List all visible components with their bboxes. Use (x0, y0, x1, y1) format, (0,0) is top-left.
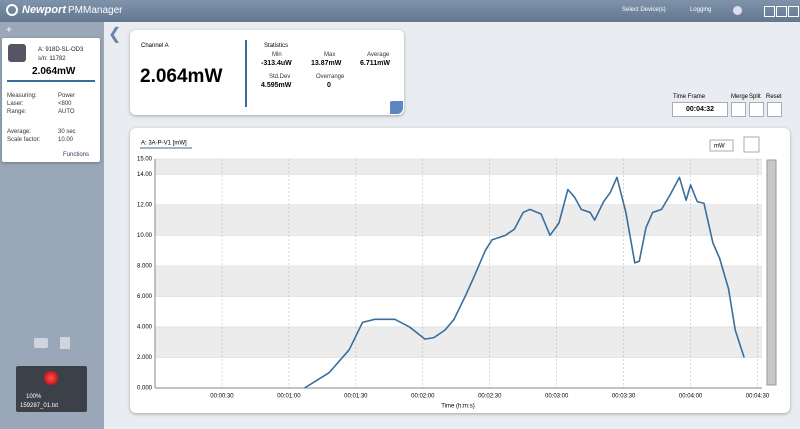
plot-band (155, 265, 762, 297)
settings-button[interactable] (733, 6, 742, 15)
device-reading: 2.064mW (32, 66, 76, 77)
stat-value: 6.711mW (360, 60, 390, 67)
x-tick-label: 00:03:30 (612, 394, 636, 400)
y-tick-label: 8.000 (137, 263, 153, 269)
setting-value: 30 sec (58, 129, 76, 135)
x-tick-label: 00:00:30 (210, 394, 234, 400)
y-tick-label: 0.000 (137, 386, 153, 392)
series-tab[interactable]: A: 3A-P-V1 [mW] (141, 141, 187, 147)
setting-value[interactable]: <800 (58, 101, 72, 107)
y-tick-label: 14.00 (137, 172, 153, 178)
y-tick-label: 10.00 (137, 233, 153, 239)
y-tick-label: 4.000 (137, 325, 153, 331)
split-label: Split (749, 94, 761, 100)
functions-link[interactable]: Functions (63, 152, 90, 158)
x-tick-label: 00:02:00 (411, 394, 435, 400)
plot-band (155, 326, 762, 358)
recorder-panel: 100% 159287_01.txt (16, 366, 87, 412)
timeframe-label: Time Frame (673, 94, 706, 100)
reset-label: Reset (766, 94, 782, 100)
y-tick-label: 15.00 (137, 157, 153, 163)
plot-band (155, 159, 762, 175)
unit-select-label[interactable]: mW (714, 144, 725, 150)
x-tick-label: 00:01:00 (277, 394, 301, 400)
main-reading: 2.064mW (140, 66, 223, 87)
brand: Newport (22, 4, 66, 16)
sidebar: + A: 918D-SL-OD3 s/n: 11782 2.064mW Meas… (0, 22, 104, 429)
setting-value[interactable]: AUTO (58, 109, 75, 115)
stat-label: Std.Dev (269, 74, 291, 80)
setting-value: 10.00 (58, 137, 74, 143)
logo-icon (6, 4, 18, 16)
x-tick-label: 00:02:30 (478, 394, 502, 400)
setting-label: Scale factor: (7, 137, 41, 143)
stat-value: 13.87mW (311, 60, 342, 67)
plot-band (155, 204, 762, 236)
x-axis-title: Time (h:m:s) (441, 404, 474, 410)
setting-label: Measuring: (7, 93, 37, 99)
device-name: A: 918D-SL-OD3 (38, 47, 84, 53)
menu-item[interactable]: Logging (690, 7, 712, 13)
chart: A: 3A-P-V1 [mW] mW Time (h:m:s) 0.000 2.0… (137, 136, 777, 410)
record-button[interactable] (44, 371, 58, 385)
close-button[interactable] (788, 6, 799, 17)
divider (245, 40, 247, 107)
reset-button[interactable] (767, 102, 782, 117)
timeframe-input[interactable]: 00:04:32 (672, 102, 728, 117)
report-button[interactable] (60, 337, 70, 349)
snapshot-button[interactable] (34, 338, 48, 348)
data-line (304, 176, 745, 389)
y-tick-label: 6.000 (137, 294, 153, 300)
stat-value: 4.595mW (261, 82, 292, 89)
add-device-button[interactable]: + (6, 25, 12, 36)
title-bar: Newport PMManager Select Device(s) Loggi… (0, 0, 800, 22)
x-tick-label: 00:04:00 (679, 394, 703, 400)
setting-value[interactable]: Power (58, 93, 76, 99)
stat-label: Overrange (316, 74, 345, 80)
x-tick-label: 00:01:30 (344, 394, 368, 400)
stat-label: Max (324, 52, 336, 58)
setting-label: Average: (7, 129, 31, 135)
channel-label: Channel A (141, 43, 169, 49)
x-tick-label: 00:03:00 (545, 394, 569, 400)
y-tick-label: 2.000 (137, 355, 153, 361)
stat-label: Average (367, 52, 390, 58)
device-serial: s/n: 11782 (38, 56, 66, 62)
device-icon (8, 44, 26, 62)
zoom-level: 100% (26, 394, 42, 400)
chart-panel: A: 3A-P-V1 [mW] mW Time (h:m:s) 0.000 2.0… (130, 128, 790, 413)
split-button[interactable] (749, 102, 764, 117)
menu-item[interactable]: Select Device(s) (622, 7, 666, 13)
stat-label: Min (272, 52, 282, 58)
divider (7, 80, 95, 82)
y-tick-label: 12.00 (137, 202, 153, 208)
device-card: A: 918D-SL-OD3 s/n: 11782 2.064mW Measur… (2, 38, 100, 162)
corner-button[interactable] (390, 101, 403, 114)
chart-type-button[interactable] (743, 136, 760, 153)
setting-label: Laser: (7, 101, 24, 107)
x-tick-label: 00:04:30 (746, 394, 770, 400)
stat-value: -313.4uW (261, 60, 292, 67)
minimize-button[interactable] (764, 6, 775, 17)
file-name[interactable]: 159287_01.txt (20, 403, 59, 409)
collapse-button[interactable]: ❮ (108, 26, 122, 43)
setting-label: Range: (7, 109, 27, 115)
reading-panel: Channel A 2.064mW Statistics Min -313.4u… (130, 30, 404, 115)
app-name: PMManager (68, 5, 123, 16)
maximize-button[interactable] (776, 6, 787, 17)
merge-button[interactable] (731, 102, 746, 117)
stats-title: Statistics (264, 43, 289, 49)
unit-select[interactable] (709, 139, 734, 152)
merge-label: Merge (731, 94, 749, 100)
stat-value: 0 (327, 82, 331, 89)
scrollbar[interactable] (766, 159, 777, 386)
